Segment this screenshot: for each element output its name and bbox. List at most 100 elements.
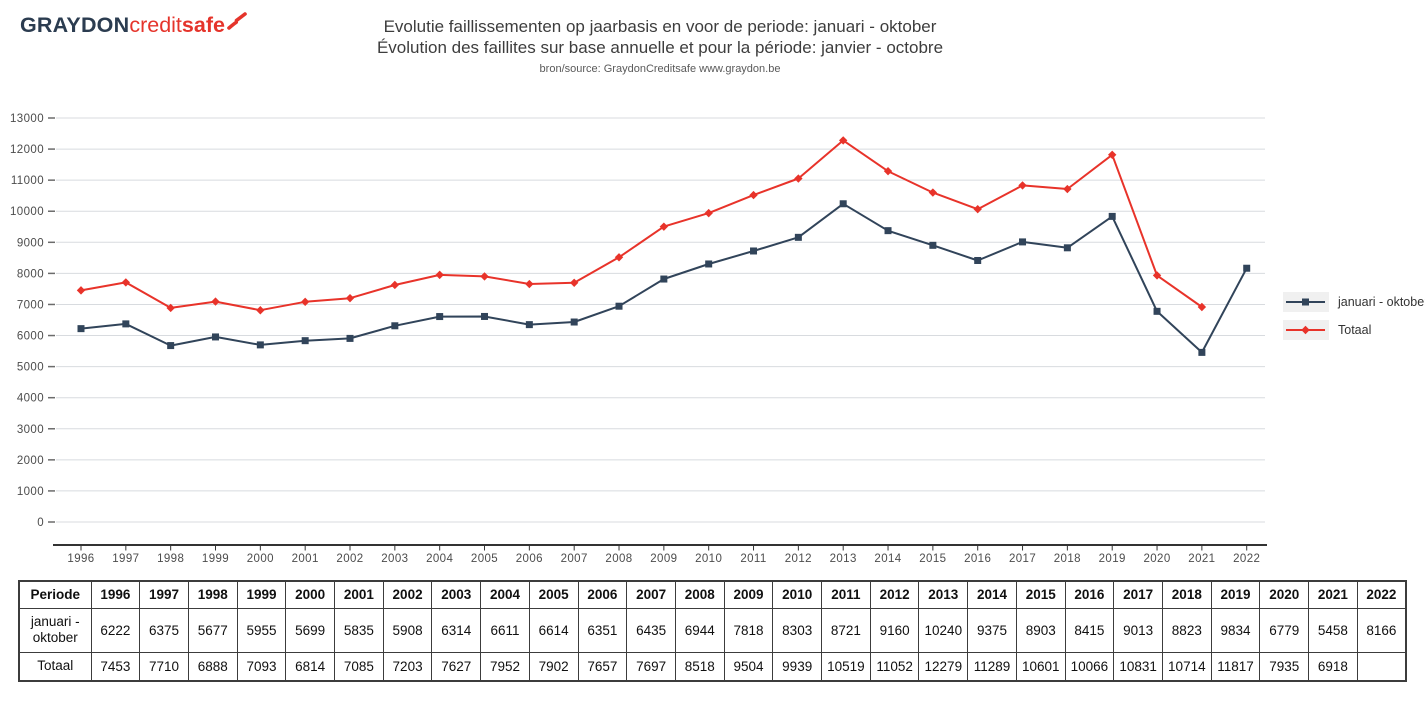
- svg-text:4000: 4000: [17, 393, 44, 405]
- table-cell: 7952: [480, 651, 530, 682]
- svg-text:2020: 2020: [1143, 553, 1170, 565]
- table-year-header: 1998: [187, 580, 238, 609]
- svg-text:2008: 2008: [605, 553, 632, 565]
- svg-text:2021: 2021: [1188, 553, 1215, 565]
- table-cell: 10519: [821, 651, 871, 682]
- table-year-header: 2018: [1161, 580, 1212, 609]
- chart-titles: Evolutie faillissementen op jaarbasis en…: [0, 16, 1320, 75]
- legend-label: Totaal: [1338, 323, 1372, 337]
- table-cell: 7453: [90, 651, 141, 682]
- table-cell: 7627: [431, 651, 482, 682]
- svg-text:7000: 7000: [17, 299, 44, 311]
- legend-swatch-totaal-icon: [1283, 320, 1329, 340]
- table-cell: 6375: [139, 607, 189, 653]
- table-cell: 8303: [772, 607, 823, 653]
- svg-text:2013: 2013: [830, 553, 857, 565]
- svg-text:1000: 1000: [17, 486, 44, 498]
- table-year-header: 2012: [869, 580, 920, 609]
- svg-text:2005: 2005: [471, 553, 498, 565]
- table-cell: 5908: [382, 607, 433, 653]
- table-year-header: 2004: [480, 580, 530, 609]
- svg-text:2002: 2002: [336, 553, 363, 565]
- source-note: bron/source: GraydonCreditsafe www.grayd…: [539, 63, 781, 75]
- table-cell: 6351: [577, 607, 628, 653]
- table-cell: 8166: [1356, 607, 1407, 653]
- svg-text:2007: 2007: [561, 553, 588, 565]
- table-cell: 8518: [674, 651, 725, 682]
- table-cell: 9160: [869, 607, 920, 653]
- svg-text:1997: 1997: [112, 553, 139, 565]
- table-year-header: 2010: [772, 580, 823, 609]
- table-year-header: 2001: [334, 580, 384, 609]
- table-cell: 6918: [1308, 651, 1358, 682]
- svg-text:1998: 1998: [157, 553, 184, 565]
- svg-text:2000: 2000: [247, 553, 274, 565]
- svg-text:2010: 2010: [695, 553, 722, 565]
- table-row-label: januari - oktober: [18, 607, 92, 653]
- logo-graydon-text: GRAYDON: [20, 13, 130, 37]
- table-cell: 6435: [626, 607, 676, 653]
- table-cell: 7085: [334, 651, 384, 682]
- chart-legend: januari - oktober Totaal: [1283, 292, 1425, 340]
- svg-text:2018: 2018: [1054, 553, 1081, 565]
- table-cell: 6779: [1259, 607, 1310, 653]
- table-year-header: 2016: [1064, 580, 1115, 609]
- table-row: januari - oktober 6222 6375 5677 5955 5699 583…: [18, 607, 1407, 653]
- table-cell: 5955: [236, 607, 287, 653]
- table-cell: 10601: [1015, 651, 1066, 682]
- svg-text:10000: 10000: [10, 206, 44, 218]
- table-year-header: 1997: [139, 580, 189, 609]
- table-cell: 10714: [1161, 651, 1212, 682]
- svg-text:1996: 1996: [67, 553, 94, 565]
- table-row-label: Totaal: [18, 651, 92, 682]
- table-cell: 6944: [674, 607, 725, 653]
- svg-text:2016: 2016: [964, 553, 991, 565]
- table-row: Totaal 7453 7710 6888 7093 6814 7085 7203 7627 79…: [18, 651, 1407, 682]
- table-cell: 5835: [334, 607, 384, 653]
- svg-text:2022: 2022: [1233, 553, 1260, 565]
- table-year-header: 2013: [918, 580, 969, 609]
- table-cell: 8823: [1161, 607, 1212, 653]
- svg-text:2017: 2017: [1009, 553, 1036, 565]
- legend-label: januari - oktober: [1338, 295, 1425, 309]
- table-year-header: 2022: [1356, 580, 1407, 609]
- table-year-header: 2002: [382, 580, 433, 609]
- svg-text:2015: 2015: [919, 553, 946, 565]
- table-year-header: 2015: [1015, 580, 1066, 609]
- table-year-header: 2006: [577, 580, 628, 609]
- svg-text:2011: 2011: [740, 553, 766, 565]
- table-cell: 7697: [626, 651, 676, 682]
- table-year-header: 2000: [285, 580, 336, 609]
- svg-text:2012: 2012: [785, 553, 812, 565]
- legend-entry-totaal: Totaal: [1283, 320, 1425, 340]
- table-cell: 8415: [1064, 607, 1115, 653]
- svg-text:2006: 2006: [516, 553, 543, 565]
- table-cell: 12279: [918, 651, 969, 682]
- table-cell: 9375: [967, 607, 1017, 653]
- table-year-header: 2020: [1259, 580, 1310, 609]
- svg-text:2004: 2004: [426, 553, 453, 565]
- logo-swoosh-icon: [227, 12, 247, 30]
- table-year-header: 2008: [674, 580, 725, 609]
- table-cell: 7902: [528, 651, 579, 682]
- svg-text:2000: 2000: [17, 455, 44, 467]
- table-corner-header: Periode: [18, 580, 92, 609]
- chart-title-fr: Évolution des faillites sur base annuell…: [376, 38, 944, 57]
- chart-title-nl: Evolutie faillissementen op jaarbasis en…: [383, 17, 937, 36]
- table-cell: 9834: [1210, 607, 1261, 653]
- table-cell: 6888: [187, 651, 238, 682]
- table-year-header: 2011: [821, 580, 871, 609]
- svg-text:12000: 12000: [10, 144, 44, 156]
- legend-swatch-januari-oktober-icon: [1283, 292, 1329, 312]
- table-cell: 11289: [967, 651, 1017, 682]
- table-cell: 7935: [1259, 651, 1310, 682]
- table-cell: 10831: [1113, 651, 1163, 682]
- svg-text:2009: 2009: [650, 553, 677, 565]
- table-cell: 7203: [382, 651, 433, 682]
- table-year-header: 2003: [431, 580, 482, 609]
- svg-text:2019: 2019: [1099, 553, 1126, 565]
- table-year-header: 2007: [626, 580, 676, 609]
- table-cell: 8903: [1015, 607, 1066, 653]
- table-cell: 10240: [918, 607, 969, 653]
- table-year-header: 2017: [1113, 580, 1163, 609]
